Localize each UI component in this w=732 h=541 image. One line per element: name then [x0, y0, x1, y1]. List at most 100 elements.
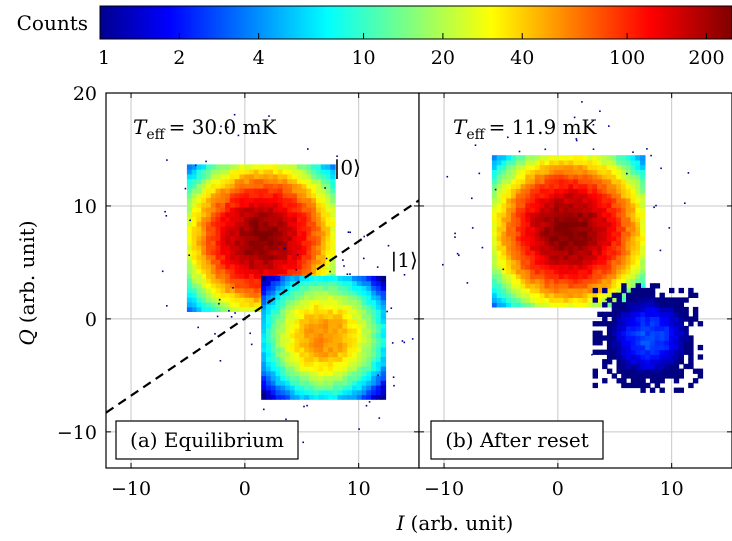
density-cell — [220, 192, 226, 199]
density-cell — [201, 306, 207, 312]
density-cell — [491, 212, 498, 218]
density-cell — [525, 264, 531, 270]
density-cell — [530, 164, 536, 170]
density-cell — [630, 221, 636, 227]
density-cell — [587, 250, 593, 256]
density-cell — [539, 231, 546, 237]
density-cell — [299, 280, 305, 286]
density-cell — [282, 192, 288, 199]
density-cell — [616, 178, 622, 185]
density-cell — [239, 178, 245, 184]
density-cell — [285, 304, 291, 310]
density-cell — [304, 375, 310, 381]
density-cell — [673, 330, 680, 336]
density-cell — [606, 169, 612, 175]
density-cell — [280, 318, 286, 324]
density-cell — [645, 363, 651, 370]
density-cell — [606, 226, 612, 232]
outlier-point — [296, 254, 299, 256]
density-cell — [301, 207, 307, 213]
density-cell — [592, 373, 598, 379]
density-cell — [587, 297, 593, 303]
density-cell — [587, 269, 593, 275]
density-cell — [525, 245, 531, 251]
density-cell — [511, 174, 517, 180]
density-cell — [244, 278, 250, 284]
density-cell — [270, 280, 277, 286]
density-cell — [630, 159, 636, 166]
density-cell — [277, 226, 284, 232]
density-cell — [201, 188, 207, 194]
density-cell — [356, 337, 363, 343]
density-cell — [306, 183, 312, 189]
density-cell — [191, 278, 198, 284]
density-cell — [285, 332, 291, 339]
density-cell — [568, 226, 574, 232]
density-cell — [635, 378, 641, 384]
density-cell — [268, 211, 274, 218]
density-cell — [318, 361, 324, 367]
colorbar-tick-label: 4 — [253, 47, 265, 69]
density-cell — [635, 269, 641, 275]
density-cell — [318, 290, 324, 296]
density-cell — [573, 231, 579, 237]
density-cell — [616, 216, 622, 223]
density-cell — [621, 164, 627, 170]
density-cell — [270, 380, 277, 386]
density-cell — [311, 259, 317, 265]
density-cell — [270, 299, 277, 305]
density-cell — [664, 344, 670, 351]
density-cell — [544, 164, 550, 170]
density-cell — [294, 380, 300, 386]
density-cell — [306, 249, 312, 256]
density-cell — [215, 221, 221, 227]
density-cell — [270, 328, 277, 334]
density-cell — [669, 344, 675, 351]
density-cell — [597, 330, 603, 336]
density-cell — [356, 318, 363, 324]
density-cell — [229, 240, 236, 246]
density-cell — [573, 155, 579, 161]
density-cell — [659, 292, 665, 298]
density-cell — [201, 192, 207, 199]
density-cell — [220, 202, 226, 208]
density-cell — [196, 301, 202, 308]
density-cell — [201, 273, 207, 279]
density-cell — [186, 235, 193, 241]
density-cell — [597, 297, 603, 303]
density-cell — [342, 361, 348, 367]
density-cell — [299, 285, 305, 291]
density-cell — [563, 178, 569, 185]
density-cell — [659, 340, 665, 346]
density-cell — [563, 207, 569, 213]
density-cell — [534, 193, 541, 199]
density-cell — [597, 212, 603, 218]
density-cell — [520, 202, 526, 208]
density-cell — [635, 212, 641, 218]
density-cell — [640, 164, 646, 170]
density-cell — [659, 297, 665, 303]
density-cell — [366, 347, 372, 353]
density-cell — [301, 169, 307, 175]
density-cell — [654, 363, 661, 370]
density-cell — [491, 174, 498, 180]
density-cell — [669, 287, 675, 294]
density-cell — [266, 361, 272, 367]
density-cell — [229, 221, 236, 227]
density-cell — [316, 264, 322, 270]
density-cell — [601, 178, 608, 185]
density-cell — [491, 283, 498, 289]
density-cell — [239, 173, 245, 180]
density-cell — [215, 169, 221, 175]
density-cell — [635, 174, 641, 180]
density-cell — [501, 231, 507, 237]
density-cell — [210, 254, 217, 260]
density-cell — [659, 378, 665, 384]
density-cell — [602, 378, 608, 384]
colorbar-tick-label: 1 — [98, 47, 110, 69]
density-cell — [515, 231, 522, 237]
density-cell — [554, 155, 560, 161]
density-cell — [325, 264, 331, 270]
density-cell — [261, 280, 267, 286]
density-cell — [266, 332, 272, 339]
